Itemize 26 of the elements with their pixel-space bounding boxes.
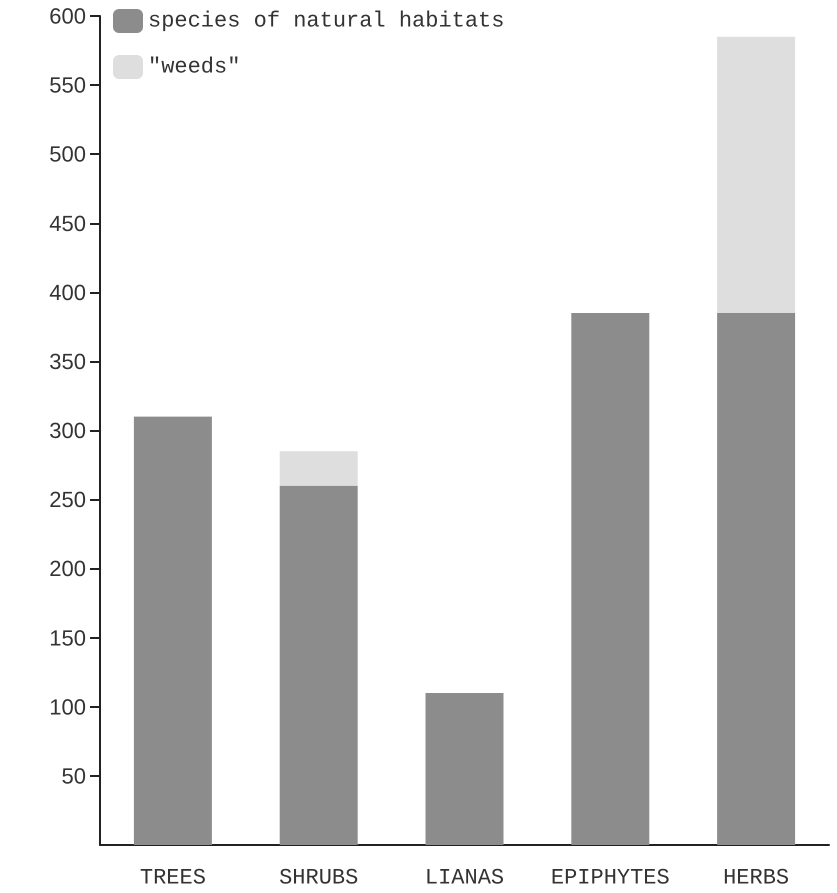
bar (571, 313, 650, 845)
x-tick-label: LIANAS (424, 866, 504, 890)
y-tick-label: 200 (49, 556, 86, 582)
y-tick-label: 500 (49, 142, 86, 167)
y-tick-label: 300 (49, 418, 86, 443)
bar (717, 36, 796, 314)
y-tick-label: 50 (62, 763, 86, 788)
legend-label: species of natural habitats (148, 8, 504, 34)
bar (280, 451, 358, 486)
bar (134, 416, 212, 845)
x-tick-label: EPIPHYTES (550, 866, 670, 890)
x-tick-label: TREES (140, 866, 206, 890)
y-tick-label: 100 (49, 694, 86, 720)
y-tick-label: 550 (49, 72, 86, 98)
y-tick-label: 450 (49, 210, 86, 236)
x-tick-label: SHRUBS (279, 866, 358, 890)
y-tick-label: 600 (49, 4, 86, 28)
y-tick-label: 150 (49, 625, 86, 650)
legend-label: "weeds" (148, 54, 240, 80)
x-tick-label: HERBS (723, 866, 790, 890)
y-tick-label: 350 (49, 348, 86, 374)
y-tick-label: 250 (49, 487, 86, 512)
bar (717, 313, 796, 845)
bar (426, 693, 504, 845)
bar (280, 486, 358, 845)
y-tick-label: 400 (49, 280, 86, 305)
